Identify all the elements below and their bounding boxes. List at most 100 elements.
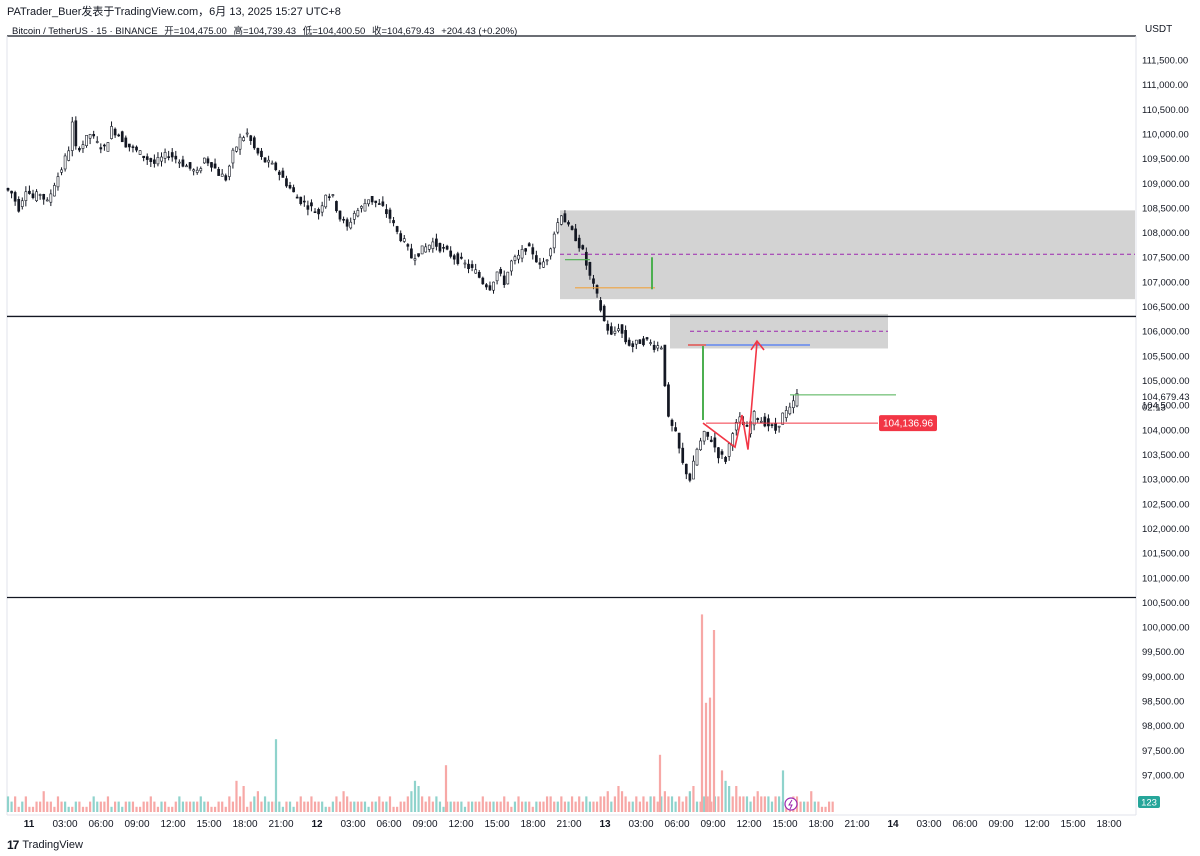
volume-bar: [492, 801, 495, 812]
volume-bar: [517, 796, 520, 812]
volume-bar: [74, 801, 77, 812]
candle-body: [595, 285, 599, 294]
volume-bar: [592, 801, 595, 812]
candle-body: [377, 203, 381, 205]
volume-bar: [460, 801, 463, 812]
volume-bar: [124, 801, 127, 812]
volume-bar: [385, 801, 388, 812]
volume-bar: [681, 801, 684, 812]
lightning-icon[interactable]: [784, 797, 798, 811]
candle-body: [692, 460, 695, 480]
volume-bar: [728, 786, 731, 812]
candle-body: [767, 418, 770, 427]
candle-body: [185, 165, 188, 168]
candle-body: [45, 199, 49, 202]
x-tick-label: 06:00: [376, 819, 401, 830]
forecast-arrow[interactable]: [702, 341, 758, 450]
candle-body: [488, 285, 492, 291]
symbol-name[interactable]: Bitcoin / TetherUS · 15 · BINANCE: [12, 26, 158, 37]
marked-price-badge[interactable]: [879, 415, 937, 432]
footer-brand[interactable]: TradingView: [22, 839, 83, 851]
volume-bar: [210, 806, 213, 812]
volume-bar: [449, 801, 452, 812]
candle-body: [774, 423, 777, 431]
candle-body: [792, 400, 795, 408]
candle-body: [599, 300, 602, 311]
candle-body: [577, 237, 581, 249]
lower-supply-zone[interactable]: [670, 313, 888, 349]
candle-body: [224, 175, 228, 181]
candle-body: [252, 137, 256, 149]
x-tick-label: 21:00: [268, 819, 293, 830]
volume-bar: [328, 806, 331, 812]
volume-bar: [542, 801, 545, 812]
candle-body: [645, 337, 649, 340]
y-tick-label: 107,000.00: [1142, 277, 1190, 288]
x-tick-label: 12: [311, 819, 323, 830]
volume-bar: [553, 801, 556, 812]
candle-body: [349, 221, 353, 229]
x-tick-label: 21:00: [556, 819, 581, 830]
volume-bar: [820, 806, 824, 812]
y-tick-label: 103,500.00: [1142, 450, 1190, 461]
candle-body: [470, 264, 474, 268]
x-tick-label: 18:00: [520, 819, 545, 830]
volume-bar: [438, 801, 442, 812]
candle-body: [627, 339, 631, 346]
candle-body: [634, 339, 638, 345]
candle-body: [502, 275, 506, 285]
candle-body: [242, 137, 245, 141]
volume-bar: [417, 786, 420, 812]
volume-bar: [192, 801, 195, 812]
candle-body: [684, 463, 688, 475]
y-tick-label: 105,000.00: [1142, 376, 1190, 387]
high-value: 高=104,739.43: [233, 26, 297, 37]
x-tick-label: 15:00: [196, 819, 221, 830]
volume-bar: [153, 801, 156, 812]
candle-body: [292, 187, 295, 193]
candle-body: [538, 262, 542, 265]
candle-body: [406, 244, 410, 247]
candle-body: [106, 142, 110, 152]
candle-body: [192, 169, 195, 172]
candle-body: [113, 128, 117, 136]
volume-bar: [738, 796, 741, 812]
volume-bar: [731, 796, 734, 812]
volume-bar: [238, 796, 242, 812]
volume-bar: [371, 801, 374, 812]
footer: 17 TradingView: [7, 838, 83, 852]
volume-bar: [60, 801, 63, 812]
published-by: PATrader_Buer发表于TradingView.com，6月 13, 2…: [7, 6, 341, 18]
volume-bar: [813, 801, 816, 812]
y-tick-label: 105,500.00: [1142, 351, 1190, 362]
volume-bar: [303, 801, 306, 812]
candle-body: [299, 196, 303, 204]
candle-body: [256, 148, 260, 154]
candle-body: [570, 226, 574, 230]
candle-body: [724, 456, 727, 462]
currency-label[interactable]: USDT: [1145, 24, 1173, 35]
volume-bar: [524, 801, 527, 812]
candle-body: [510, 260, 513, 272]
candle-body: [563, 213, 567, 223]
candle-body: [588, 262, 592, 276]
candle-body: [95, 141, 99, 143]
volume-bar: [413, 780, 417, 812]
candle-body: [28, 190, 31, 194]
volume-bar: [313, 801, 317, 812]
candle-body: [763, 416, 767, 427]
candle-body: [784, 410, 788, 418]
y-tick-label: 101,000.00: [1142, 573, 1190, 584]
volume-bar: [10, 801, 13, 812]
candle-body: [142, 155, 146, 159]
tradingview-logo-icon[interactable]: 17: [7, 838, 19, 852]
candle-body: [38, 194, 42, 196]
candle-body: [420, 245, 424, 255]
candle-body: [592, 278, 595, 284]
x-tick-label: 09:00: [988, 819, 1013, 830]
volume-bar: [278, 801, 281, 812]
volume-bar: [117, 801, 120, 812]
x-tick-label: 03:00: [916, 819, 941, 830]
candle-body: [324, 194, 328, 208]
